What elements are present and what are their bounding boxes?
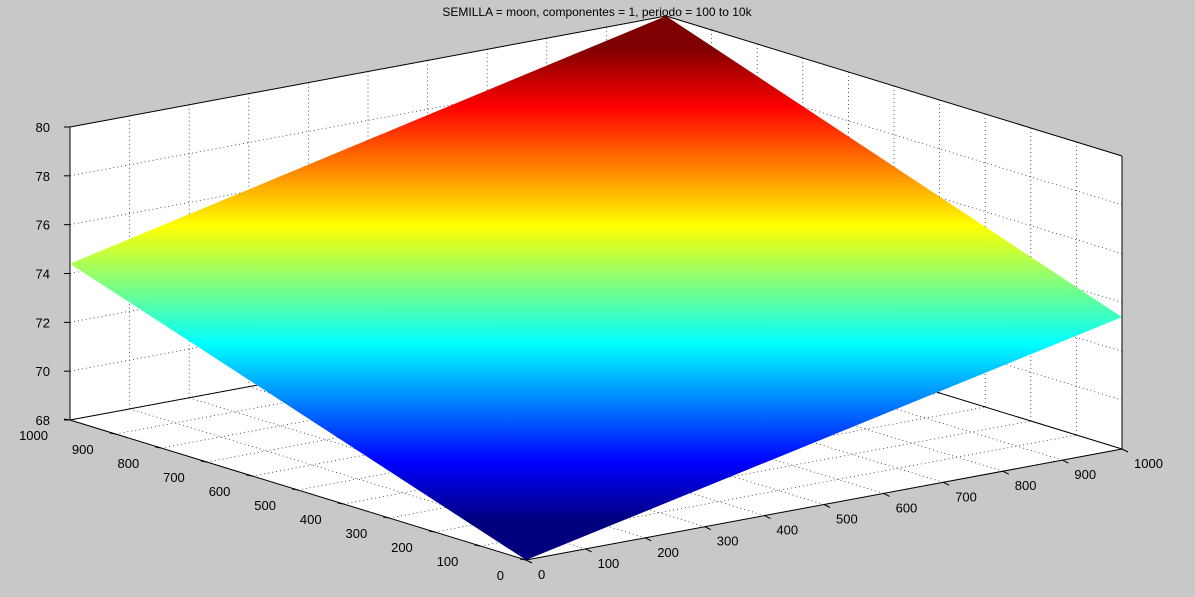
x-tick-mark (525, 559, 533, 564)
x-tick-mark (942, 481, 950, 486)
y-tick-mark (474, 544, 481, 547)
y-tick-label: 500 (254, 498, 276, 513)
z-tick-label: 80 (36, 120, 50, 135)
x-tick-label: 700 (955, 489, 977, 504)
x-tick-mark (644, 537, 652, 542)
x-tick-mark (1062, 459, 1069, 464)
z-tick-label: 68 (36, 413, 50, 428)
z-tick-label: 78 (36, 169, 50, 184)
z-tick-label: 72 (36, 315, 50, 330)
y-tick-label: 900 (72, 442, 94, 457)
x-tick-mark (585, 548, 592, 553)
z-tick-label: 70 (36, 364, 50, 379)
x-tick-mark (883, 492, 890, 497)
y-tick-label: 300 (345, 526, 367, 541)
y-tick-mark (155, 446, 162, 449)
x-tick-mark (1002, 470, 1010, 475)
y-tick-mark (337, 502, 344, 505)
x-tick-label: 100 (598, 556, 620, 571)
y-tick-mark (519, 558, 527, 561)
y-tick-mark (109, 432, 116, 435)
x-tick-label: 900 (1074, 467, 1096, 482)
y-tick-mark (246, 474, 253, 477)
x-tick-label: 1000 (1134, 456, 1163, 471)
surface-layer (70, 16, 1122, 560)
y-tick-label: 1000 (19, 428, 48, 443)
y-tick-mark (291, 488, 299, 491)
x-tick-mark (704, 526, 712, 531)
box-top-back-edge (69, 15, 667, 128)
y-tick-label: 600 (209, 484, 231, 499)
chart-title: SEMILLA = moon, componentes = 1, periodo… (442, 5, 752, 19)
x-tick-mark (823, 504, 831, 508)
y-tick-label: 0 (497, 568, 504, 583)
y-tick-label: 700 (163, 470, 185, 485)
x-tick-label: 800 (1015, 478, 1037, 493)
y-tick-mark (383, 516, 390, 519)
y-tick-label: 200 (391, 540, 413, 555)
z-tick-label: 74 (36, 267, 50, 282)
x-tick-label: 0 (538, 567, 545, 582)
y-tick-mark (428, 530, 435, 533)
tick-labels: 0 100 200 300 400 500 600 700 800 900 1000 0 100 200 3… (19, 120, 1163, 583)
box-top-side-edge (665, 15, 1123, 157)
x-tick-label: 500 (836, 512, 858, 527)
surface-plane (70, 16, 1122, 560)
y-tick-label: 800 (117, 456, 139, 471)
x-tick-mark (1121, 448, 1129, 453)
y-tick-mark (200, 460, 207, 463)
x-tick-mark (764, 515, 771, 520)
x-tick-label: 400 (776, 523, 798, 538)
z-tick-label: 76 (36, 218, 50, 233)
y-tick-label: 100 (437, 554, 459, 569)
x-tick-label: 200 (657, 545, 679, 560)
x-tick-label: 300 (717, 534, 739, 549)
y-tick-label: 400 (300, 512, 322, 527)
x-tick-label: 600 (896, 500, 918, 515)
